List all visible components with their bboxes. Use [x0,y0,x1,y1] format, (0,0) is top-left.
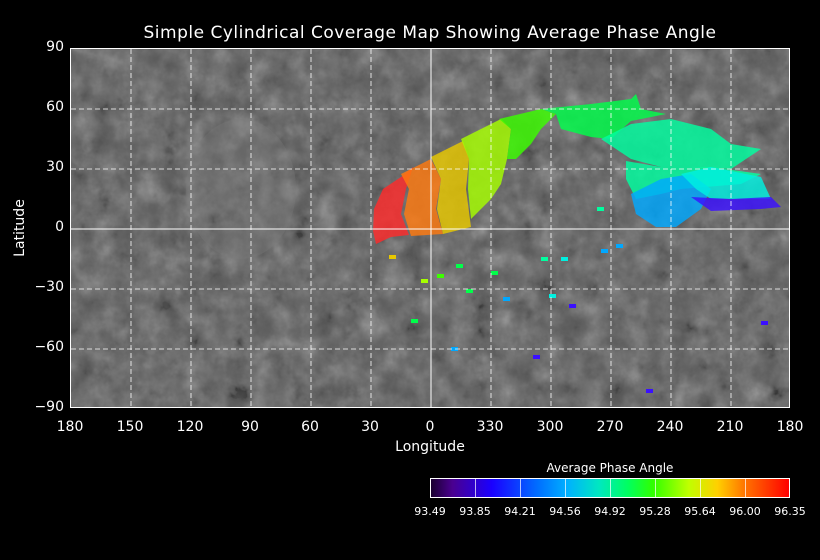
longitude-tick-label: 180 [776,419,804,435]
longitude-tick-label: 60 [301,419,319,435]
colorbar-tick-label: 94.56 [549,505,581,518]
coverage-fragment [569,304,576,308]
map-title: Simple Cylindrical Coverage Map Showing … [143,23,717,43]
coverage-fragment [456,264,463,268]
latitude-tick-label: −60 [34,339,64,355]
coverage-map [71,49,789,407]
longitude-tick-label: 90 [241,419,259,435]
coverage-region [631,174,711,227]
colorbar-tick [610,478,611,498]
colorbar-tick-label: 96.00 [729,505,761,518]
longitude-tick-label: 150 [116,419,144,435]
colorbar-tick-label: 94.92 [594,505,626,518]
longitude-tick-label: 240 [656,419,684,435]
colorbar-tick [745,478,746,498]
colorbar-tick [655,478,656,498]
coverage-region [691,197,781,211]
coverage-fragment [601,249,608,253]
y-axis-label: Latitude [12,199,28,257]
coverage-fragment [597,207,604,211]
colorbar-title: Average Phase Angle [546,461,674,475]
colorbar-tick [475,478,476,498]
longitude-tick-label: 210 [716,419,744,435]
colorbar-tick-label: 95.28 [639,505,671,518]
coverage-fragment [761,321,768,325]
colorbar-tick [700,478,701,498]
coverage-region [681,167,771,199]
longitude-tick-label: 30 [361,419,379,435]
colorbar-tick-label: 94.21 [504,505,536,518]
latitude-tick-label: 60 [46,99,64,115]
latitude-tick-label: 30 [46,159,64,175]
latitude-tick-label: −90 [34,399,64,415]
coverage-fragment [533,355,540,359]
coverage-fragment [503,297,510,301]
coverage-region [461,119,511,219]
longitude-tick-label: 180 [56,419,84,435]
coverage-fragment [437,274,444,278]
longitude-tick-label: 0 [425,419,435,435]
coverage-fragment [541,257,548,261]
longitude-tick-label: 270 [596,419,624,435]
longitude-tick-label: 330 [476,419,504,435]
coverage-fragment [451,347,458,351]
coverage-overlay [373,94,781,393]
coverage-region [373,167,413,244]
coverage-fragment [549,294,556,298]
colorbar-tick [520,478,521,498]
latitude-tick-label: 0 [55,219,64,235]
coverage-fragment [561,257,568,261]
longitude-tick-label: 120 [176,419,204,435]
longitude-tick-label: 300 [536,419,564,435]
colorbar-tick-label: 93.85 [459,505,491,518]
colorbar-tick-label: 96.35 [774,505,806,518]
coverage-fragment [389,255,396,259]
latitude-tick-label: 90 [46,39,64,55]
colorbar-tick-label: 95.64 [684,505,716,518]
latitude-tick-label: −30 [34,279,64,295]
basemap-bright-region [186,119,296,259]
coverage-fragment [421,279,428,283]
coverage-region [431,141,471,234]
coverage-region [499,109,556,159]
coverage-region [541,94,666,139]
colorbar-tick [565,478,566,498]
coverage-region [401,159,443,236]
coverage-fragment [646,389,653,393]
x-axis-label: Longitude [395,439,465,455]
grid-lines [71,49,789,407]
coverage-fragment [491,271,498,275]
coverage-fragment [616,244,623,248]
coverage-region [601,119,761,169]
colorbar-tick-label: 93.49 [414,505,446,518]
map-frame [70,48,790,408]
coverage-fragment [466,289,473,293]
coverage-fragment [411,319,418,323]
